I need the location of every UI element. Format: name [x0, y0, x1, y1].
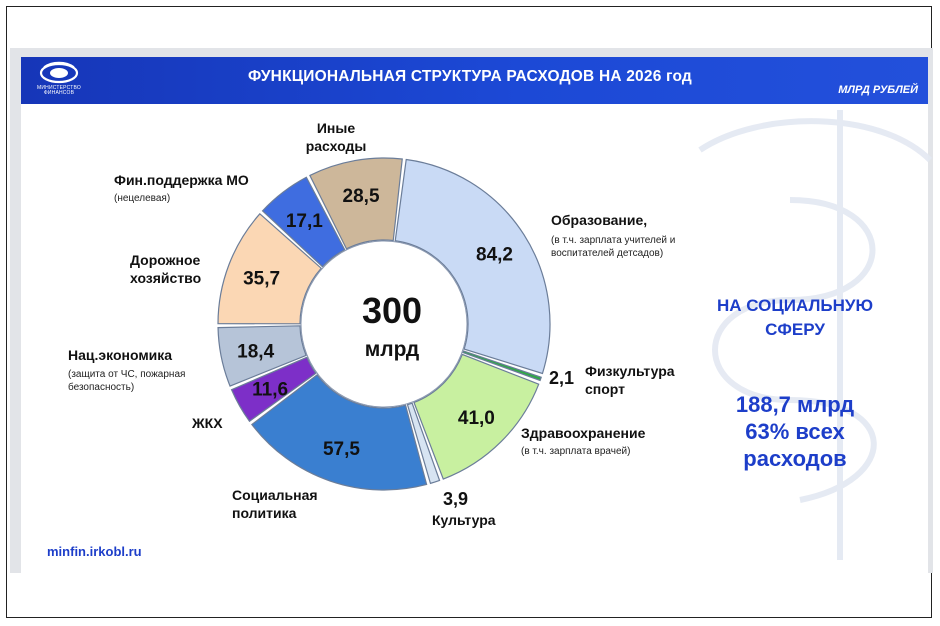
label-finsupport: Фин.поддержка МО: [114, 172, 249, 188]
label-housing: ЖКХ: [192, 415, 223, 431]
social-sphere-share-line1: 63% всех: [745, 419, 845, 444]
label-culture: Культура: [432, 512, 496, 528]
donut-value-label-9: 28,5: [343, 186, 380, 207]
logo-caption-line2: ФИНАНСОВ: [43, 90, 75, 96]
donut-hole: [300, 240, 468, 408]
label-social-line2: политика: [232, 505, 297, 521]
label-sport-line2: спорт: [585, 381, 626, 397]
value-sport: 2,1: [549, 368, 575, 388]
label-natecon: Нац.экономика: [68, 347, 173, 363]
donut-value-label-2: 41,0: [458, 408, 495, 429]
label-sport-line1: Физкультура: [585, 363, 675, 379]
logo-caption: МИНИСТЕРСТВО ФИНАНСОВ: [28, 86, 90, 96]
note-natecon-line2: безопасность): [68, 382, 135, 393]
social-sphere-heading: НА СОЦИАЛЬНУЮ СФЕРУ: [690, 294, 900, 342]
donut-slice-0: [394, 158, 551, 375]
donut-slice-6: [217, 325, 307, 387]
donut-slice-4: [251, 374, 428, 491]
donut-slice-2: [413, 353, 540, 480]
donut-slice-1: [462, 350, 542, 382]
donut-value-label-8: 17,1: [286, 211, 323, 232]
donut-slice-8: [261, 176, 346, 268]
value-culture: 3,9: [443, 489, 469, 509]
note-health: (в т.ч. зарплата врачей): [521, 446, 631, 457]
social-sphere-share-line2: расходов: [743, 446, 847, 471]
slide-title: ФУНКЦИОНАЛЬНАЯ СТРУКТУРА РАСХОДОВ НА 202…: [248, 68, 692, 85]
ministry-logo-icon: [39, 61, 79, 84]
donut-slice-9: [309, 157, 403, 250]
social-sphere-amount: 188,7 млрд 63% всех расходов: [690, 391, 900, 472]
social-sphere-heading-line1: НА СОЦИАЛЬНУЮ: [716, 296, 873, 315]
label-other-line2: расходы: [305, 138, 367, 154]
donut-value-label-7: 35,7: [243, 268, 280, 289]
label-social-line1: Социальная: [232, 487, 318, 503]
donut-value-label-0: 84,2: [476, 245, 513, 266]
chart-total-value: 300: [361, 290, 423, 331]
label-roads-line1: Дорожное: [130, 252, 201, 268]
note-finsupport: (нецелевая): [114, 193, 171, 204]
label-roads-line2: хозяйство: [130, 270, 202, 286]
label-other-line1: Иные: [316, 120, 356, 136]
note-education: (в т.ч. зарплата учителей и воспитателей…: [551, 234, 711, 260]
donut-value-label-4: 57,5: [323, 439, 360, 460]
social-sphere-amount-value: 188,7 млрд: [735, 392, 855, 417]
donut-slice-5: [230, 356, 317, 423]
donut-value-label-5: 11,6: [252, 380, 288, 401]
donut-slice-7: [217, 212, 323, 325]
footer-website-link[interactable]: minfin.irkobl.ru: [47, 544, 142, 559]
donut-value-label-6: 18,4: [237, 341, 274, 362]
label-health: Здравоохранение: [521, 425, 646, 441]
logo-caption-line1: МИНИСТЕРСТВО: [36, 85, 82, 91]
social-sphere-heading-line2: СФЕРУ: [765, 320, 825, 339]
note-natecon-line1: (защита от ЧС, пожарная: [68, 369, 186, 380]
slide-header: [21, 57, 928, 104]
label-education: Образование,: [551, 212, 648, 228]
donut-slice-3: [406, 402, 441, 485]
chart-total-unit: млрд: [364, 338, 420, 361]
units-label: МЛРД РУБЛЕЙ: [838, 84, 918, 96]
note-education-text: (в т.ч. зарплата учителей и воспитателей…: [551, 235, 676, 259]
